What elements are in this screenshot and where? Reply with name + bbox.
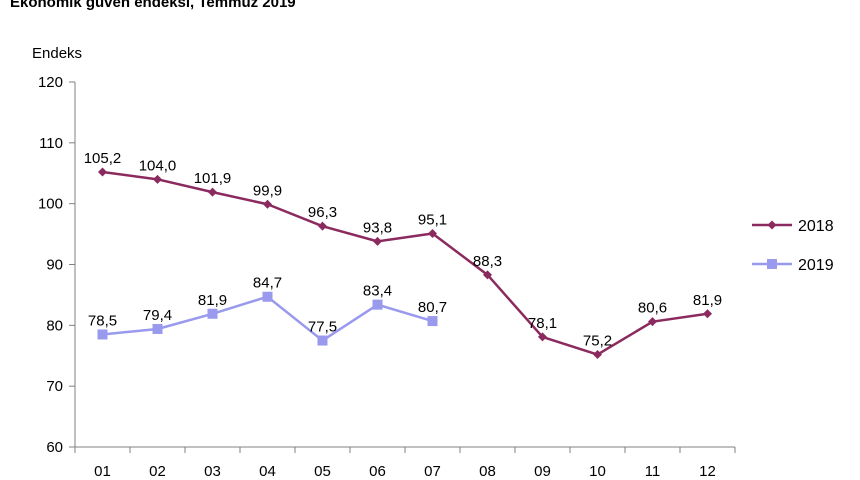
data-point-2019 — [97, 329, 108, 340]
x-tick-label: 04 — [259, 463, 276, 480]
x-tick-label: 11 — [645, 463, 661, 480]
data-point-2018 — [153, 174, 162, 184]
data-point-2018 — [648, 317, 657, 327]
data-label-2018: 93,8 — [363, 219, 392, 236]
x-tick-label: 07 — [424, 463, 441, 480]
data-point-2018 — [483, 270, 492, 280]
data-label-2019: 83,4 — [363, 283, 392, 300]
x-tick-label: 06 — [369, 463, 386, 480]
series-2018: 105,2 104,0 101,9 99,9 96,3 93,8 95,1 88,3 78,1 7… — [84, 150, 722, 360]
data-point-2019 — [427, 316, 438, 327]
data-label-2018: 99,9 — [253, 182, 282, 199]
legend: 2018 2019 — [752, 218, 834, 274]
data-point-2018 — [98, 167, 107, 177]
x-tick-label: 01 — [94, 463, 111, 480]
data-point-2019 — [317, 335, 328, 346]
y-tick-label: 60 — [46, 439, 63, 456]
x-tick-label: 09 — [534, 463, 551, 480]
data-label-2019: 84,7 — [253, 275, 282, 292]
data-point-2018 — [593, 350, 602, 360]
x-tick-label: 03 — [204, 463, 221, 480]
data-label-2018: 80,6 — [638, 300, 667, 317]
legend-label: 2019 — [798, 257, 834, 274]
y-tick-label: 110 — [39, 135, 63, 152]
x-tick-label: 02 — [149, 463, 166, 480]
legend-marker — [767, 259, 777, 269]
data-label-2019: 78,5 — [88, 312, 117, 329]
data-point-2019 — [372, 299, 383, 310]
series-layer: 105,2 104,0 101,9 99,9 96,3 93,8 95,1 88,3 78,1 7… — [84, 150, 722, 360]
data-point-2018 — [318, 221, 327, 231]
data-point-2019 — [152, 323, 163, 334]
data-label-2018: 101,9 — [194, 170, 232, 187]
y-tick-label: 80 — [46, 317, 63, 334]
data-label-2018: 105,2 — [84, 150, 122, 167]
data-label-2018: 81,9 — [693, 292, 722, 309]
data-label-2018: 96,3 — [308, 204, 337, 221]
y-tick-label: 90 — [46, 257, 63, 274]
y-axis-label: Endeks — [32, 45, 82, 62]
legend-marker — [767, 220, 777, 230]
data-label-2018: 95,1 — [418, 211, 447, 228]
data-label-2018: 88,3 — [473, 253, 502, 270]
axes: 60 70 80 90 100 110 120 01 02 03 04 05 06 07 08 09 10 11 1… — [38, 74, 736, 480]
legend-label: 2018 — [798, 218, 834, 235]
y-tick-label: 120 — [38, 74, 63, 91]
data-label-2019: 81,9 — [198, 292, 227, 309]
data-point-2019 — [262, 291, 273, 302]
y-tick-label: 100 — [38, 196, 63, 213]
series-2019: 78,5 79,4 81,9 84,7 77,5 83,4 80,7 — [88, 275, 447, 346]
data-label-2019: 79,4 — [143, 307, 172, 324]
x-tick-label: 08 — [479, 463, 496, 480]
data-label-2019: 77,5 — [308, 319, 337, 336]
y-tick-label: 70 — [46, 378, 63, 395]
data-label-2019: 80,7 — [418, 299, 447, 316]
chart-title: Ekonomik güven endeksi, Temmuz 2019 — [10, 0, 296, 11]
data-point-2019 — [207, 308, 218, 319]
data-point-2018 — [263, 199, 272, 209]
data-point-2018 — [703, 309, 712, 319]
data-label-2018: 75,2 — [583, 333, 612, 350]
data-point-2018 — [428, 228, 437, 238]
series-line-2018 — [102, 170, 708, 356]
x-tick-label: 10 — [589, 463, 606, 480]
data-label-2018: 104,0 — [139, 157, 177, 174]
data-point-2018 — [208, 187, 217, 197]
data-point-2018 — [538, 332, 547, 342]
x-tick-label: 05 — [314, 463, 331, 480]
data-point-2018 — [373, 236, 382, 246]
data-label-2018: 78,1 — [528, 315, 557, 332]
x-tick-label: 12 — [699, 463, 716, 480]
